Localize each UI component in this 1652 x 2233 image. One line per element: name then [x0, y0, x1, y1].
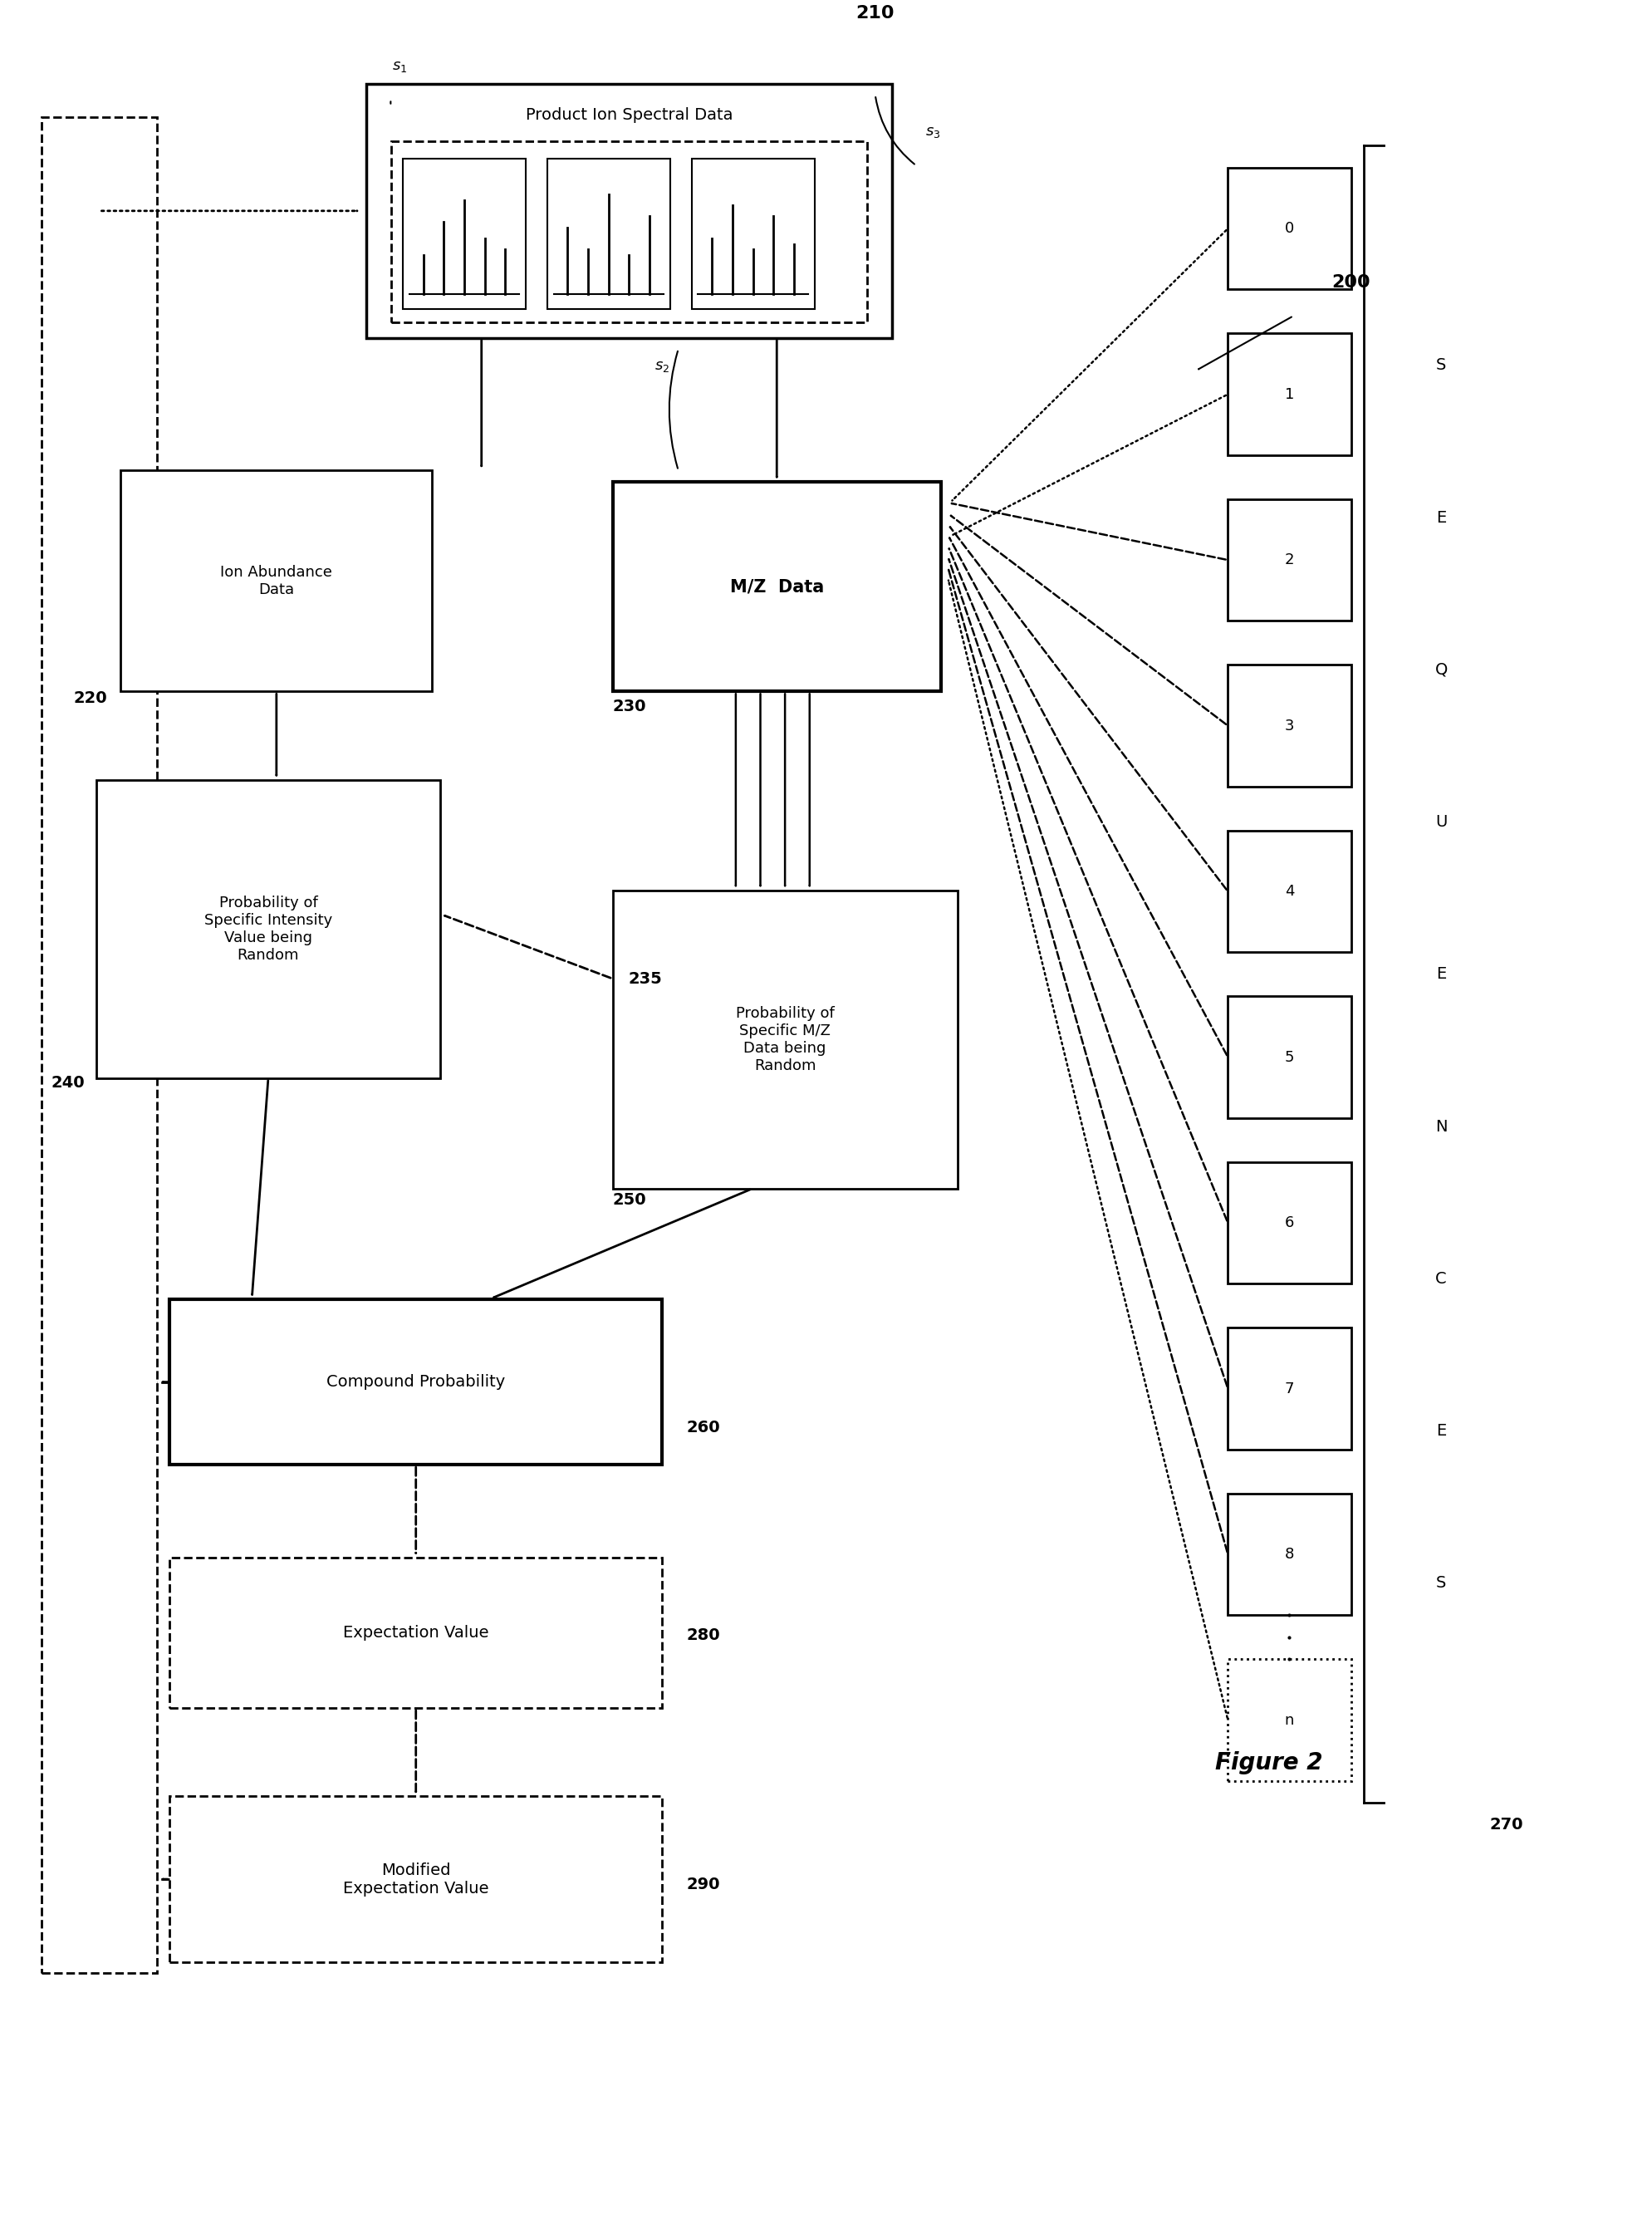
Text: $s_2$: $s_2$	[654, 360, 669, 375]
Text: 2: 2	[1285, 552, 1294, 567]
Text: 280: 280	[687, 1628, 720, 1643]
Text: $s_1$: $s_1$	[392, 58, 406, 74]
Text: 270: 270	[1490, 1818, 1523, 1833]
Text: 250: 250	[613, 1192, 646, 1208]
Text: Ion Abundance
Data: Ion Abundance Data	[220, 565, 332, 596]
Text: 260: 260	[687, 1420, 720, 1436]
Bar	[1227, 665, 1351, 786]
Bar	[41, 116, 157, 1974]
Text: E: E	[1436, 509, 1446, 525]
Text: 4: 4	[1285, 884, 1294, 900]
Bar	[1227, 333, 1351, 456]
Text: Modified
Expectation Value: Modified Expectation Value	[344, 1862, 489, 1896]
Text: 3: 3	[1285, 719, 1294, 732]
Text: S: S	[1436, 357, 1446, 373]
Bar	[392, 141, 867, 322]
Bar	[1227, 1494, 1351, 1614]
Bar	[170, 1300, 662, 1465]
Text: E: E	[1436, 1422, 1446, 1438]
Bar	[96, 779, 441, 1079]
Bar	[547, 159, 671, 308]
Text: Expectation Value: Expectation Value	[344, 1626, 489, 1641]
Text: Probability of
Specific Intensity
Value being
Random: Probability of Specific Intensity Value …	[205, 895, 332, 962]
Bar	[613, 482, 942, 692]
Text: N: N	[1436, 1119, 1447, 1134]
Bar	[1227, 500, 1351, 621]
Text: 8: 8	[1285, 1547, 1294, 1561]
Text: 235: 235	[629, 971, 662, 987]
Text: 0: 0	[1285, 221, 1294, 237]
Text: S: S	[1436, 1574, 1446, 1592]
Bar	[1227, 167, 1351, 290]
Text: M/Z  Data: M/Z Data	[730, 578, 824, 594]
Text: 290: 290	[687, 1876, 720, 1894]
Text: Figure 2: Figure 2	[1216, 1751, 1323, 1775]
Text: C: C	[1436, 1271, 1447, 1286]
Bar	[121, 471, 433, 692]
Text: 220: 220	[74, 690, 107, 706]
Text: 210: 210	[856, 4, 894, 22]
Text: 6: 6	[1285, 1215, 1294, 1230]
Bar	[692, 159, 814, 308]
Text: Q: Q	[1436, 661, 1447, 679]
Text: 240: 240	[51, 1074, 84, 1090]
Text: 1: 1	[1285, 386, 1294, 402]
Text: 5: 5	[1285, 1050, 1294, 1065]
Text: 200: 200	[1332, 275, 1370, 290]
Bar	[1227, 831, 1351, 951]
Text: U: U	[1436, 815, 1447, 831]
Text: n: n	[1285, 1713, 1294, 1728]
Bar	[1227, 1659, 1351, 1782]
Bar	[1227, 1161, 1351, 1284]
Bar	[403, 159, 525, 308]
Bar	[613, 891, 957, 1188]
Bar	[1227, 996, 1351, 1119]
Text: E: E	[1436, 967, 1446, 983]
Bar	[170, 1559, 662, 1708]
Text: Probability of
Specific M/Z
Data being
Random: Probability of Specific M/Z Data being R…	[735, 1007, 834, 1072]
Text: Product Ion Spectral Data: Product Ion Spectral Data	[525, 107, 733, 123]
Text: 230: 230	[613, 699, 646, 715]
Text: 7: 7	[1285, 1382, 1294, 1396]
Bar	[367, 85, 892, 337]
Text: Compound Probability: Compound Probability	[327, 1373, 506, 1389]
Text: $s_3$: $s_3$	[925, 125, 940, 141]
Bar	[170, 1795, 662, 1963]
Bar	[1227, 1329, 1351, 1449]
